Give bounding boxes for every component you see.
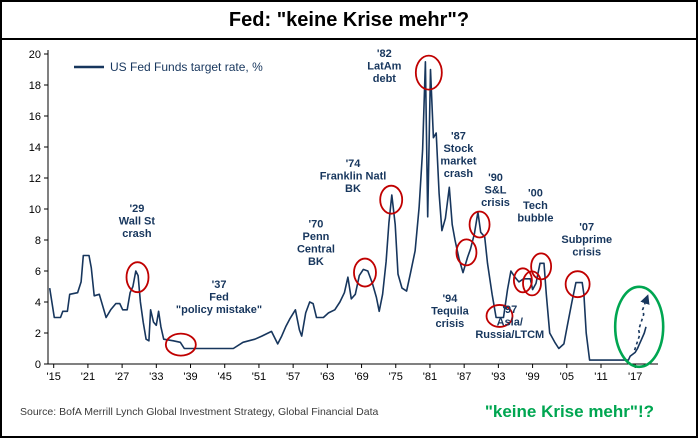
y-tick-label: 4 [35, 297, 41, 309]
x-tick-label: '05 [560, 371, 574, 383]
x-tick-label: '39 [183, 371, 197, 383]
title-bar: Fed: "keine Krise mehr"? [2, 2, 696, 40]
annotation-0: '29 Wall St crash [119, 203, 156, 240]
annotation-7: '94 Tequila crisis [431, 293, 470, 330]
crisis-circle-7 [485, 304, 514, 328]
crisis-circle-2 [353, 257, 377, 288]
x-tick-label: '63 [320, 371, 334, 383]
legend-label: US Fed Funds target rate, % [110, 60, 263, 74]
crisis-circle-4 [414, 54, 443, 91]
page-title: Fed: "keine Krise mehr"? [228, 9, 470, 31]
y-tick-label: 2 [35, 328, 41, 340]
crisis-circle-0 [125, 261, 150, 294]
y-tick-label: 18 [29, 80, 41, 92]
annotation-2: '70 Penn Central BK [297, 219, 335, 269]
y-tick-label: 16 [29, 111, 41, 123]
crisis-circle-10 [530, 252, 553, 281]
y-tick-label: 10 [29, 204, 41, 216]
y-tick-label: 0 [35, 359, 41, 371]
annotation-6: '90 S&L crisis [481, 172, 510, 209]
crisis-circle-6 [468, 210, 491, 239]
fed-funds-rate-line [48, 60, 647, 361]
source-text: Source: BofA Merrill Lynch Global Invest… [20, 406, 379, 418]
projection-arrow [633, 294, 650, 351]
crisis-circle-3 [379, 184, 404, 215]
x-tick-label: '17 [628, 371, 642, 383]
y-tick-label: 14 [29, 142, 41, 154]
annotation-10: '07 Subprime crisis [561, 222, 612, 259]
x-tick-label: '81 [423, 371, 437, 383]
x-tick-label: '27 [115, 371, 129, 383]
x-tick-label: '33 [149, 371, 163, 383]
y-tick-label: 6 [35, 266, 41, 278]
crisis-circle-8 [512, 267, 533, 294]
x-tick-label: '57 [286, 371, 300, 383]
x-tick-label: '45 [218, 371, 232, 383]
x-tick-label: '75 [389, 371, 403, 383]
x-tick-label: '15 [47, 371, 61, 383]
annotation-4: '82 LatAm debt [367, 48, 401, 85]
y-tick-label: 8 [35, 235, 41, 247]
x-tick-label: '99 [525, 371, 539, 383]
crisis-circle-1 [164, 332, 197, 357]
annotation-8: '97 Asia/Russia/LTCM [475, 304, 544, 341]
annotation-3: '74 Franklin Natl BK [320, 158, 387, 195]
x-tick-label: '87 [457, 371, 471, 383]
crisis-circle-5 [455, 238, 478, 267]
x-tick-label: '69 [354, 371, 368, 383]
x-tick-label: '93 [491, 371, 505, 383]
x-tick-label: '11 [594, 371, 608, 383]
x-tick-label: '21 [81, 371, 95, 383]
annotation-5: '87 Stock market crash [440, 130, 476, 180]
annotation-9: '00 Tech bubble [517, 188, 553, 225]
fed-funds-chart: 0 2 4 6 8 10 12 14 16 18 20 '15 '21 '27 '33 '39 '45 '51 '5… [29, 48, 665, 383]
green-caption: "keine Krise mehr"!? [484, 402, 654, 421]
y-tick-label: 20 [29, 49, 41, 61]
annotation-1: '37 Fed "policy mistake" [176, 279, 262, 316]
crisis-circle-11 [564, 270, 591, 299]
y-tick-label: 12 [29, 173, 41, 185]
x-tick-label: '51 [252, 371, 266, 383]
green-highlight-ellipse [613, 285, 665, 369]
chart-area: 0 2 4 6 8 10 12 14 16 18 20 '15 '21 '27 '33 '39 '45 '51 '5… [2, 40, 696, 390]
bottom-bar: Source: BofA Merrill Lynch Global Invest… [2, 390, 696, 434]
